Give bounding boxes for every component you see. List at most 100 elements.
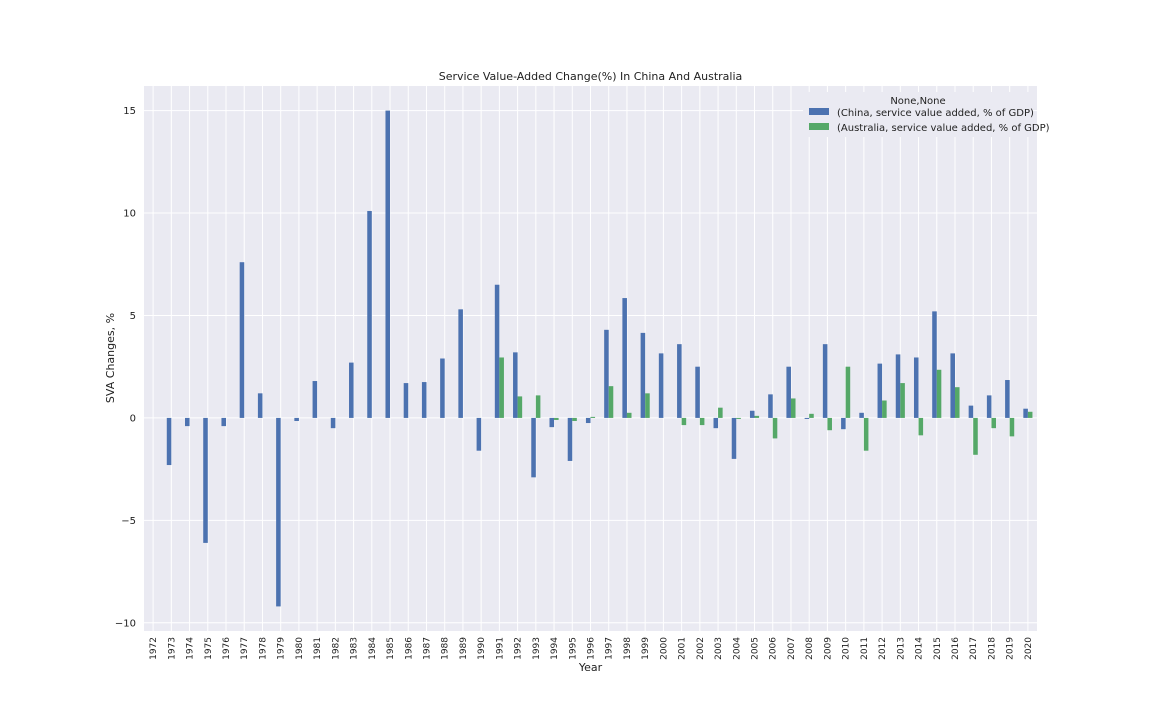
bar-china-1987 [421,382,427,418]
legend-swatch-china [809,108,829,115]
x-tick-label: 2012 [878,637,888,660]
bars [166,110,1033,607]
bar-china-1986 [403,383,409,418]
x-tick-label: 2002 [696,637,706,660]
x-tick-label: 1996 [587,637,597,660]
x-tick-label: 2013 [896,637,906,660]
bar-australia-1997 [608,386,614,418]
bar-australia-2020 [1027,411,1033,418]
bar-australia-2007 [790,398,796,418]
bar-australia-2019 [1009,417,1015,437]
bar-china-1988 [440,358,445,418]
bar-china-1989 [458,309,463,418]
x-tick-label: 2001 [678,637,688,660]
bar-china-1978 [257,393,263,418]
legend-label-china: (China, service value added, % of GDP) [837,108,1034,119]
x-tick-label: 1985 [386,637,396,660]
bar-australia-2010 [845,366,851,418]
x-tick-label: 1982 [331,637,341,660]
bar-china-2010 [841,417,846,430]
x-tick-label: 2019 [1006,637,1016,660]
bar-australia-2016 [954,387,960,418]
bar-china-2012 [877,363,883,418]
bar-china-2005 [749,410,755,418]
bar-australia-2014 [918,417,924,436]
x-tick-label: 1990 [477,637,487,660]
x-tick-label: 2006 [769,637,779,660]
bar-china-2020 [1023,408,1028,418]
x-tick-label: 1995 [568,637,578,660]
bar-china-1985 [385,110,391,418]
bar-australia-1995 [572,417,577,421]
bar-australia-1996 [590,416,596,418]
y-tick-label: 5 [130,311,136,322]
bar-china-1979 [276,417,281,607]
x-tick-label: 1984 [368,637,378,660]
bar-china-2002 [695,366,700,418]
bar-china-2000 [658,353,664,418]
x-tick-label: 1993 [532,637,542,660]
x-tick-label: 2016 [951,637,961,660]
x-tick-label: 2009 [823,637,833,660]
bar-australia-1999 [645,393,650,418]
bar-china-2018 [986,395,992,418]
x-tick-label: 1976 [222,637,232,660]
x-tick-label: 1997 [605,637,615,660]
legend-box [803,92,1033,137]
bar-china-2015 [932,311,937,418]
x-tick-label: 2017 [969,637,979,660]
x-tick-label: 2008 [805,637,815,660]
bar-china-1998 [622,298,627,418]
bar-australia-2008 [809,413,814,418]
bar-australia-1993 [535,395,541,418]
bar-australia-2001 [681,417,687,426]
x-tick-label: 1999 [641,637,651,660]
bar-australia-2006 [772,417,778,439]
x-tick-label: 1992 [514,637,524,660]
bar-australia-2011 [863,417,869,451]
bar-china-1997 [604,329,609,418]
bar-australia-1992 [517,396,523,418]
bar-china-1982 [330,417,336,429]
x-tick-label: 2010 [842,637,852,660]
bar-china-1992 [513,352,518,418]
legend-label-australia: (Australia, service value added, % of GD… [837,123,1050,134]
bar-australia-2013 [900,383,905,418]
bar-china-1996 [585,417,591,424]
x-tick-label: 2000 [659,637,669,660]
bar-china-2017 [968,405,974,418]
y-tick-label: −5 [121,516,136,527]
y-tick-label: −10 [115,618,136,629]
bar-australia-2009 [827,417,832,431]
y-tick-label: 10 [123,209,136,220]
bar-china-2004 [731,417,737,459]
bar-china-2008 [804,417,810,419]
x-tick-label: 2005 [751,637,761,660]
x-axis-label: Year [578,661,603,674]
x-tick-label: 1991 [495,637,505,660]
x-tick-label: 1978 [258,637,268,660]
bar-australia-2003 [718,407,723,418]
x-tick-label: 1980 [295,637,305,660]
bar-china-2007 [786,366,791,418]
x-tick-label: 1973 [167,637,177,660]
bar-china-1977 [239,262,245,418]
x-tick-label: 1988 [441,637,451,660]
bar-china-1975 [203,417,208,543]
bar-australia-2004 [736,417,741,419]
y-axis-label: SVA Changes, % [104,313,117,403]
legend-swatch-australia [809,123,829,130]
bar-china-2019 [1005,380,1010,418]
x-tick-label: 2015 [933,637,943,660]
chart-title: Service Value-Added Change(%) In China A… [439,70,743,83]
bar-australia-2018 [991,417,996,429]
x-tick-label: 1986 [404,637,414,660]
bar-china-1980 [294,417,299,421]
bar-china-2013 [895,354,901,418]
bar-australia-1991 [499,357,504,418]
bar-australia-2012 [882,400,887,418]
bar-china-1995 [567,417,573,461]
x-tick-label: 1979 [277,637,287,660]
